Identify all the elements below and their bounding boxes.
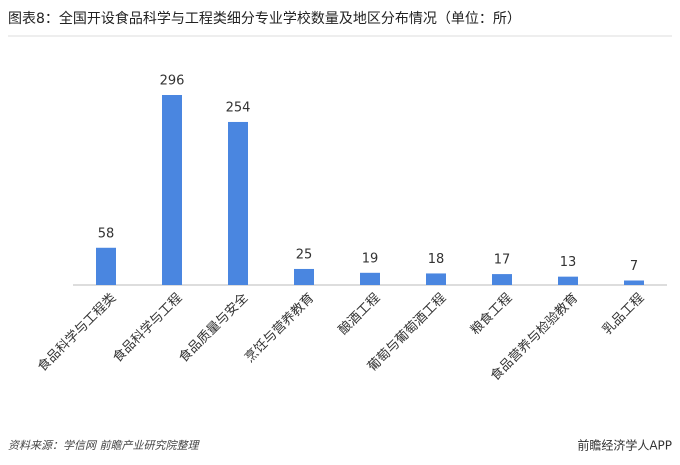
bar xyxy=(294,268,314,285)
value-label: 296 xyxy=(160,74,185,89)
x-tick-label: 食品质量与安全 xyxy=(176,290,252,366)
value-label: 17 xyxy=(494,253,511,268)
value-label: 254 xyxy=(226,100,251,115)
bar xyxy=(558,276,578,285)
x-tick-label: 酿酒工程 xyxy=(335,290,383,338)
bar xyxy=(360,272,380,285)
x-tick-label: 食品科学与工程 xyxy=(110,290,186,366)
value-label: 19 xyxy=(362,251,379,266)
x-tick-label: 乳品工程 xyxy=(600,291,647,338)
value-label: 58 xyxy=(98,226,115,241)
x-tick-label: 食品科学与工程类 xyxy=(34,290,119,375)
value-label: 18 xyxy=(428,252,445,267)
chart-title: 图表8：全国开设食品科学与工程类细分专业学校数量及地区分布情况（单位：所） xyxy=(8,10,521,27)
bar xyxy=(492,274,512,285)
bar xyxy=(426,273,446,285)
x-tick-label: 烹饪与营养教育 xyxy=(242,290,318,366)
brand: 前瞻经济学人APP xyxy=(577,438,672,453)
x-tick-label: 粮食工程 xyxy=(467,290,515,338)
bar xyxy=(228,121,248,285)
bar xyxy=(96,247,116,285)
value-label: 7 xyxy=(630,259,638,274)
bar xyxy=(624,280,644,285)
source: 资料来源：学信网 前瞻产业研究院整理 xyxy=(8,439,200,452)
value-label: 25 xyxy=(296,247,313,262)
bar xyxy=(162,95,182,285)
value-label: 13 xyxy=(560,255,577,270)
